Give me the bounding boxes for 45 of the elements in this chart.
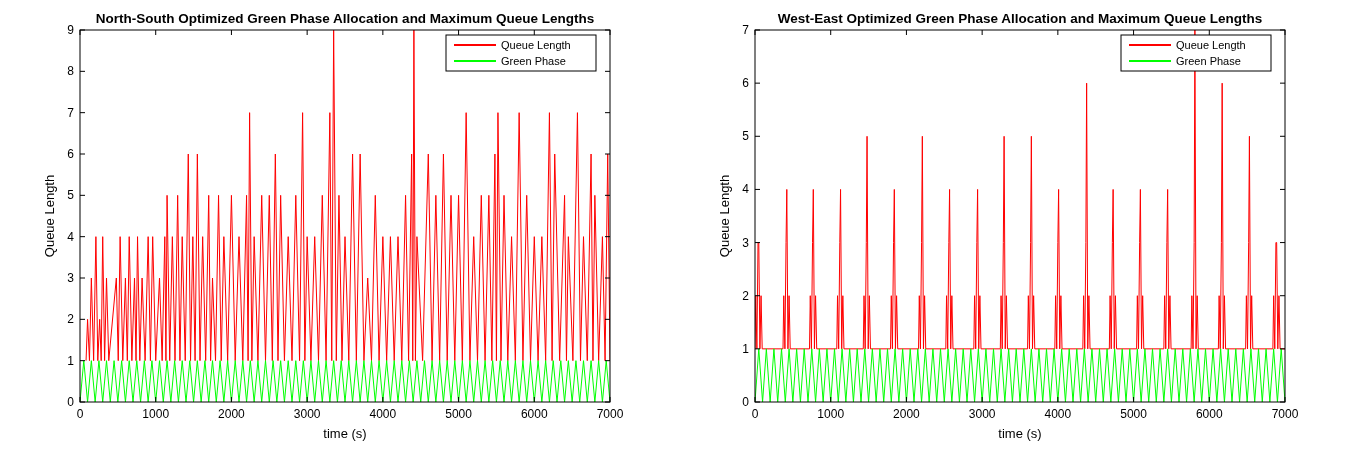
y-tick-label: 9 — [67, 23, 75, 37]
y-tick-label: 4 — [67, 229, 75, 244]
x-tick-label: 2000 — [218, 407, 246, 421]
chart-title: West-East Optimized Green Phase Allocation and Maximum Queue Lengths — [777, 11, 1263, 26]
x-tick-label: 6000 — [1195, 407, 1223, 421]
x-tick-label: 6000 — [520, 407, 548, 421]
y-axis-title: Queue Length — [717, 174, 732, 258]
y-tick-label: 5 — [67, 188, 75, 203]
x-tick-label: 7000 — [596, 407, 624, 421]
y-tick-label: 3 — [742, 235, 750, 250]
y-tick-label: 2 — [742, 288, 750, 303]
x-tick-label: 0 — [751, 407, 759, 421]
y-tick-label: 3 — [67, 271, 75, 285]
y-tick-label: 4 — [742, 182, 750, 197]
y-tick-label: 1 — [67, 353, 75, 368]
legend-label: Queue Length — [501, 39, 571, 51]
y-tick-label: 1 — [742, 341, 750, 356]
line-series — [85, 30, 610, 362]
y-tick-label: 5 — [742, 129, 750, 144]
x-tick-label: 5000 — [445, 407, 473, 421]
x-tick-label: 5000 — [1120, 407, 1148, 421]
x-tick-label: 4000 — [369, 407, 397, 421]
x-tick-label: 2000 — [893, 407, 921, 421]
y-tick-label: 7 — [742, 23, 750, 37]
x-tick-label: 3000 — [293, 407, 321, 421]
y-axis-title: Queue Length — [42, 174, 57, 258]
x-tick-label: 3000 — [968, 407, 996, 421]
y-tick-label: 0 — [67, 395, 75, 409]
y-tick-label: 6 — [742, 76, 750, 91]
legend-label: Green Phase — [1176, 55, 1241, 67]
x-tick-label: 0 — [76, 407, 84, 421]
x-tick-label: 1000 — [817, 407, 845, 421]
y-tick-label: 8 — [67, 64, 75, 79]
y-tick-label: 7 — [67, 105, 75, 120]
y-tick-label: 6 — [67, 147, 75, 161]
legend-label: Green Phase — [501, 55, 566, 67]
x-axis-title: time (s) — [323, 426, 367, 441]
x-tick-label: 1000 — [142, 407, 170, 421]
x-tick-label: 4000 — [1044, 407, 1072, 421]
x-axis-title: time (s) — [998, 426, 1042, 441]
y-tick-label: 2 — [67, 312, 75, 327]
chart-title: North-South Optimized Green Phase Allocation and Maximum Queue Lengths — [95, 11, 595, 26]
y-tick-label: 0 — [742, 395, 750, 409]
legend-label: Queue Length — [1176, 39, 1246, 51]
x-tick-label: 7000 — [1271, 407, 1299, 421]
